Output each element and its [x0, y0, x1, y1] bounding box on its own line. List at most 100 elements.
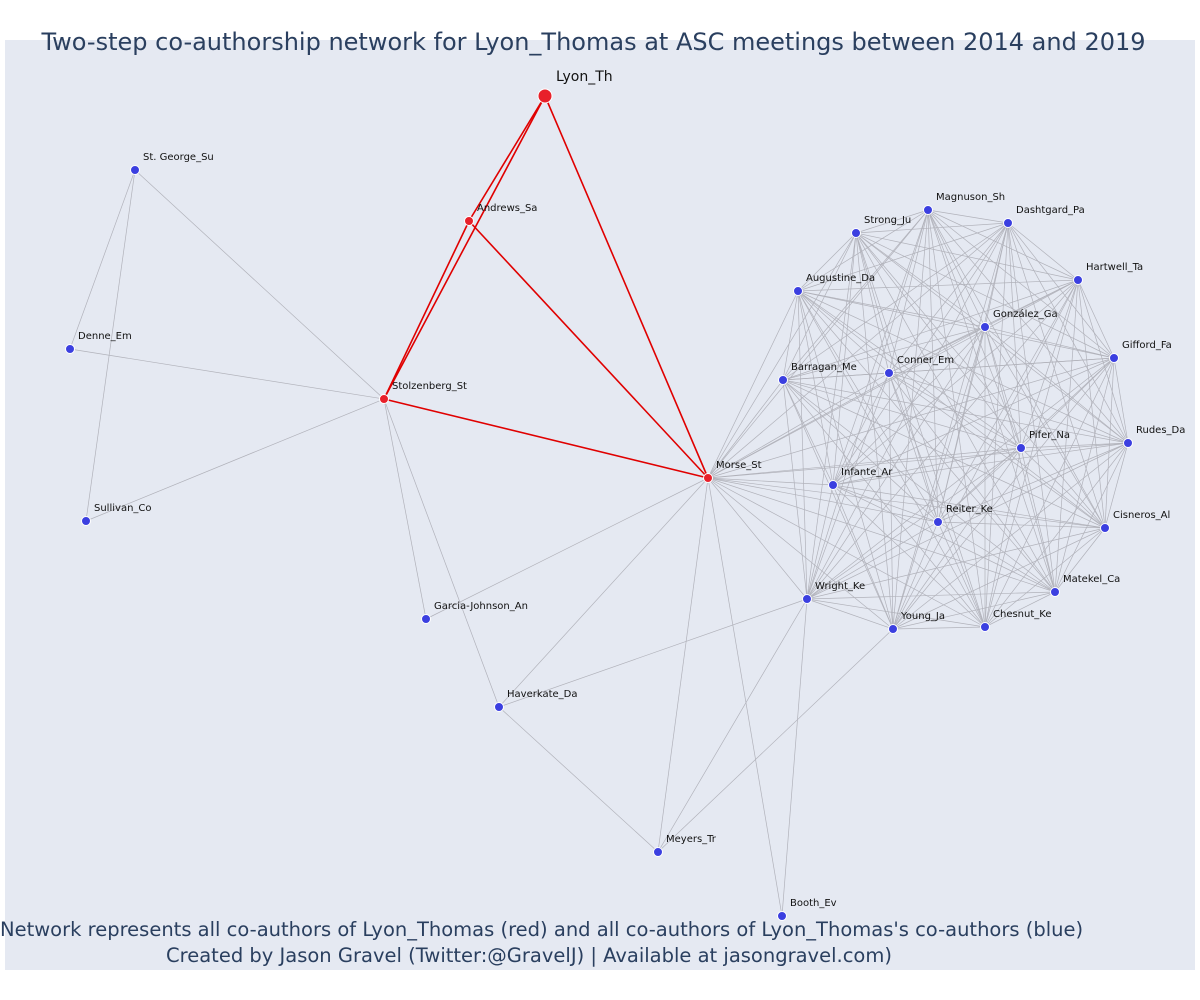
edge-augustine-da-gonz-lez-ga — [797, 290, 986, 328]
edge-chesnut-ke-matekel-ca — [984, 591, 1056, 628]
node-label-pifer-na: Pifer_Na — [1029, 430, 1070, 441]
edge-wright-ke-barragan-me — [782, 379, 808, 600]
edge-gifford-fa-pifer-na — [1020, 357, 1115, 449]
node-morse-st[interactable] — [703, 473, 713, 483]
edge-cisneros-al-dashtgard-pa — [1007, 222, 1106, 529]
node-label-dashtgard-pa: Dashtgard_Pa — [1016, 205, 1085, 216]
node-dashtgard-pa[interactable] — [1003, 218, 1013, 228]
edge-chesnut-ke-cisneros-al — [984, 527, 1106, 628]
edge-magnuson-sh-augustine-da — [797, 209, 929, 292]
edge-hartwell-ta-augustine-da — [797, 279, 1079, 292]
edge-augustine-da-infante-ar — [797, 290, 834, 486]
edge-hartwell-ta-reiter-ke — [937, 279, 1079, 523]
edge-young-ja-infante-ar — [832, 484, 894, 630]
node-sullivan-co[interactable] — [81, 516, 91, 526]
edge-st-george-su-stolzenberg-st — [134, 169, 385, 400]
edge-gifford-fa-conner-em — [888, 357, 1115, 374]
edge-lyon-th-morse-st — [544, 95, 709, 479]
node-garcia-johnson-an[interactable] — [421, 614, 431, 624]
edge-magnuson-sh-pifer-na — [927, 209, 1022, 449]
edge-chesnut-ke-rudes-da — [984, 442, 1129, 628]
edge-haverkate-da-morse-st — [498, 477, 709, 708]
node-meyers-tr[interactable] — [653, 847, 663, 857]
edge-rudes-da-pifer-na — [1020, 442, 1129, 449]
node-label-chesnut-ke: Chesnut_Ke — [993, 609, 1052, 620]
edge-strong-ju-augustine-da — [797, 232, 857, 292]
edge-augustine-da-barragan-me — [782, 290, 799, 381]
node-denne-em[interactable] — [65, 344, 75, 354]
node-conner-em[interactable] — [884, 368, 894, 378]
node-augustine-da[interactable] — [793, 286, 803, 296]
edge-gonz-lez-ga-infante-ar — [832, 326, 986, 486]
node-hartwell-ta[interactable] — [1073, 275, 1083, 285]
edge-matekel-ca-barragan-me — [782, 379, 1056, 593]
node-st-george-su[interactable] — [130, 165, 140, 175]
edge-cisneros-al-barragan-me — [782, 379, 1106, 529]
edge-wright-ke-matekel-ca — [806, 591, 1056, 600]
edge-rudes-da-gifford-fa — [1113, 357, 1129, 444]
node-label-infante-ar: Infante_Ar — [841, 467, 893, 478]
edge-rudes-da-magnuson-sh — [927, 209, 1129, 444]
edge-wright-ke-reiter-ke — [806, 521, 939, 600]
node-stolzenberg-st[interactable] — [379, 394, 389, 404]
edge-morse-st-pifer-na — [707, 447, 1022, 479]
node-matekel-ca[interactable] — [1050, 587, 1060, 597]
edge-meyers-tr-wright-ke — [657, 598, 808, 853]
edge-chesnut-ke-gifford-fa — [984, 357, 1115, 628]
edge-gifford-fa-augustine-da — [797, 290, 1115, 359]
edge-augustine-da-conner-em — [797, 290, 890, 374]
edge-gifford-fa-gonz-lez-ga — [984, 326, 1115, 359]
node-infante-ar[interactable] — [828, 480, 838, 490]
node-cisneros-al[interactable] — [1100, 523, 1110, 533]
edge-matekel-ca-conner-em — [888, 372, 1056, 593]
edge-matekel-ca-gonz-lez-ga — [984, 326, 1056, 593]
node-label-conner-em: Conner_Em — [897, 355, 954, 366]
edge-wright-ke-chesnut-ke — [806, 598, 986, 628]
edge-cisneros-al-reiter-ke — [937, 521, 1106, 529]
node-wright-ke[interactable] — [802, 594, 812, 604]
node-label-booth-ev: Booth_Ev — [790, 898, 837, 909]
node-andrews-sa[interactable] — [464, 216, 474, 226]
edge-booth-ev-morse-st — [707, 477, 783, 917]
node-lyon-th[interactable] — [537, 88, 553, 104]
node-haverkate-da[interactable] — [494, 702, 504, 712]
edge-morse-st-barragan-me — [707, 379, 784, 479]
edge-dashtgard-pa-strong-ju — [855, 222, 1009, 234]
edge-wright-ke-young-ja — [806, 598, 894, 630]
edge-hartwell-ta-infante-ar — [832, 279, 1079, 486]
node-young-ja[interactable] — [888, 624, 898, 634]
edge-morse-st-young-ja — [707, 477, 894, 630]
node-gifford-fa[interactable] — [1109, 353, 1119, 363]
edge-wright-ke-infante-ar — [806, 484, 834, 600]
node-chesnut-ke[interactable] — [980, 622, 990, 632]
edge-matekel-ca-cisneros-al — [1054, 527, 1106, 593]
node-reiter-ke[interactable] — [933, 517, 943, 527]
edge-magnuson-sh-conner-em — [888, 209, 929, 374]
edge-chesnut-ke-strong-ju — [855, 232, 986, 628]
node-gonz-lez-ga[interactable] — [980, 322, 990, 332]
edge-lyon-th-andrews-sa — [468, 95, 546, 222]
edge-rudes-da-barragan-me — [782, 379, 1129, 444]
node-label-cisneros-al: Cisneros_Al — [1113, 510, 1170, 521]
node-strong-ju[interactable] — [851, 228, 861, 238]
edge-chesnut-ke-pifer-na — [984, 447, 1022, 628]
edge-st-george-su-denne-em — [69, 169, 136, 350]
red-edge-layer — [383, 95, 709, 479]
node-label-st-george-su: St. George_Su — [143, 152, 214, 163]
node-barragan-me[interactable] — [778, 375, 788, 385]
edge-morse-st-conner-em — [707, 372, 890, 479]
node-rudes-da[interactable] — [1123, 438, 1133, 448]
edge-magnuson-sh-gonz-lez-ga — [927, 209, 986, 328]
node-pifer-na[interactable] — [1016, 443, 1026, 453]
edge-augustine-da-pifer-na — [797, 290, 1022, 449]
node-magnuson-sh[interactable] — [923, 205, 933, 215]
edge-wright-ke-conner-em — [806, 372, 890, 600]
edge-conner-em-reiter-ke — [888, 372, 939, 523]
edge-morse-st-dashtgard-pa — [707, 222, 1009, 479]
node-label-stolzenberg-st: Stolzenberg_St — [392, 381, 467, 392]
edge-matekel-ca-reiter-ke — [937, 521, 1056, 593]
node-booth-ev[interactable] — [777, 911, 787, 921]
edge-cisneros-al-augustine-da — [797, 290, 1106, 529]
edge-wright-ke-augustine-da — [797, 290, 808, 600]
